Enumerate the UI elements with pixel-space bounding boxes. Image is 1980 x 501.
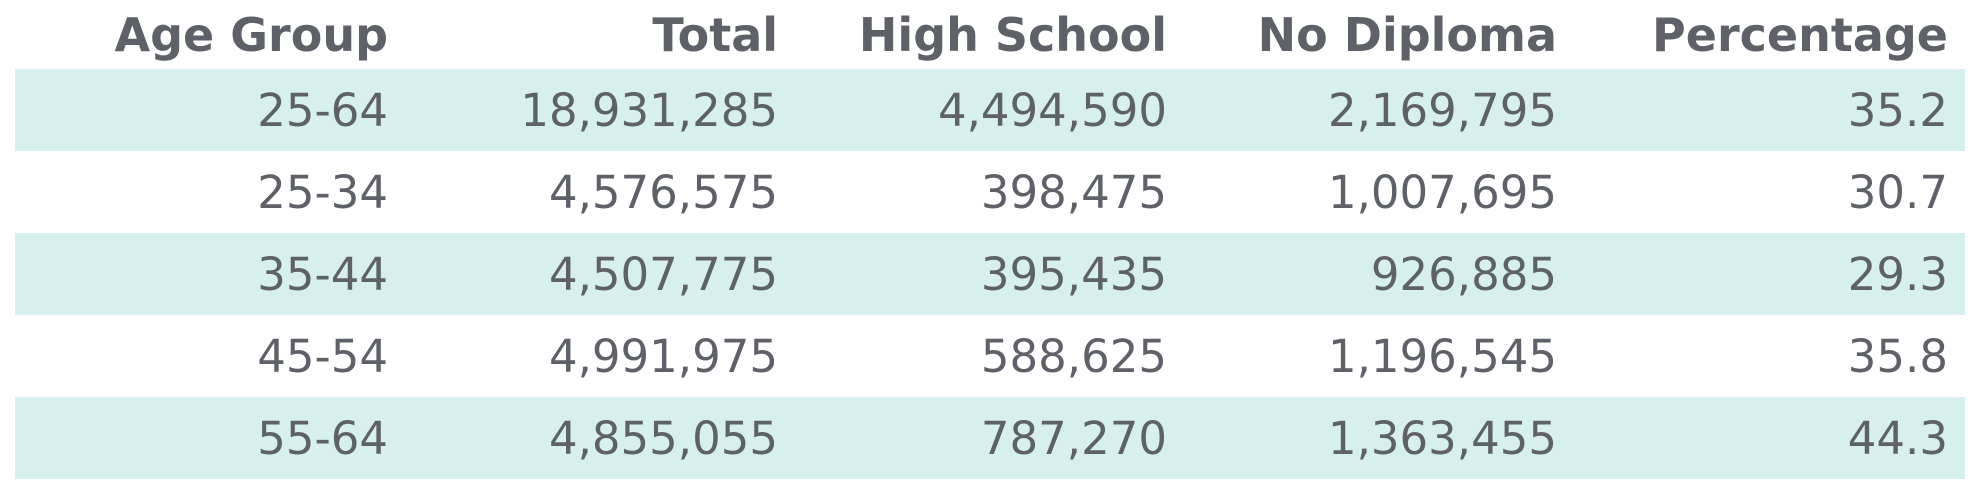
header-row: Age Group Total High School No Diploma Perce… bbox=[15, 0, 1965, 69]
table-row: 35-44 4,507,775 395,435 926,885 29.3 bbox=[15, 233, 1965, 315]
table-cell: 1,363,455 bbox=[1327, 411, 1557, 465]
column-header: High School bbox=[858, 7, 1167, 62]
table-cell: 4,507,775 bbox=[548, 247, 778, 301]
table-row: 45-54 4,991,975 588,625 1,196,545 35.8 bbox=[15, 315, 1965, 397]
table-cell: 926,885 bbox=[1370, 247, 1557, 301]
table-cell: 18,931,285 bbox=[520, 83, 778, 137]
table-cell: 4,576,575 bbox=[548, 165, 778, 219]
column-header: Percentage bbox=[1652, 7, 1948, 62]
table-cell: 588,625 bbox=[980, 329, 1167, 383]
table-cell: 29.3 bbox=[1847, 247, 1948, 301]
table-cell: 55-64 bbox=[257, 411, 388, 465]
table-body: 25-64 18,931,285 4,494,590 2,169,795 35.2 25-… bbox=[15, 69, 1965, 479]
table-cell: 25-64 bbox=[257, 83, 388, 137]
table-cell: 787,270 bbox=[980, 411, 1167, 465]
table-cell: 25-34 bbox=[257, 165, 388, 219]
table-cell: 2,169,795 bbox=[1327, 83, 1557, 137]
table-cell: 4,494,590 bbox=[937, 83, 1167, 137]
table-cell: 30.7 bbox=[1847, 165, 1948, 219]
table-cell: 35.2 bbox=[1847, 83, 1948, 137]
table-cell: 1,196,545 bbox=[1327, 329, 1557, 383]
table-cell: 45-54 bbox=[257, 329, 388, 383]
column-header: Age Group bbox=[114, 7, 388, 62]
data-table: Age Group Total High School No Diploma Perce… bbox=[15, 0, 1965, 479]
table-cell: 4,855,055 bbox=[548, 411, 778, 465]
table-row: 25-64 18,931,285 4,494,590 2,169,795 35.2 bbox=[15, 69, 1965, 151]
table-cell: 35-44 bbox=[257, 247, 388, 301]
table-cell: 398,475 bbox=[980, 165, 1167, 219]
table-cell: 44.3 bbox=[1847, 411, 1948, 465]
table-row: 55-64 4,855,055 787,270 1,363,455 44.3 bbox=[15, 397, 1965, 479]
table-cell: 35.8 bbox=[1847, 329, 1948, 383]
table-row: 25-34 4,576,575 398,475 1,007,695 30.7 bbox=[15, 151, 1965, 233]
table-cell: 4,991,975 bbox=[548, 329, 778, 383]
column-header: Total bbox=[652, 7, 778, 62]
table-cell: 1,007,695 bbox=[1327, 165, 1557, 219]
column-header: No Diploma bbox=[1257, 7, 1557, 62]
table-cell: 395,435 bbox=[980, 247, 1167, 301]
